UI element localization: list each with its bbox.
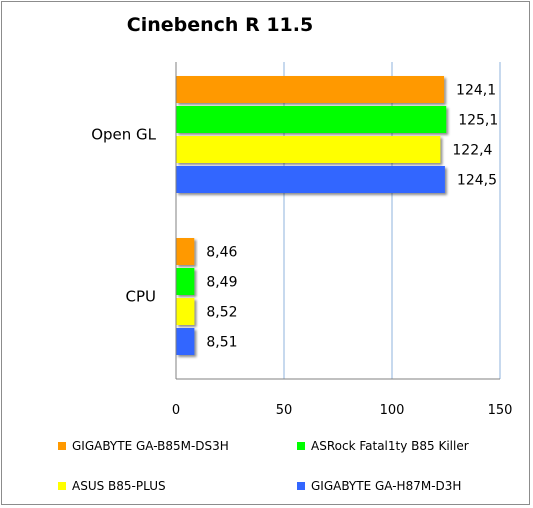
data-label: 8,46 [206, 245, 237, 261]
legend-swatch [58, 482, 66, 490]
legend-label: GIGABYTE GA-B85M-DS3H [72, 439, 229, 453]
legend-swatch [297, 482, 305, 490]
bar [176, 166, 445, 193]
x-tick-label: 50 [276, 403, 293, 418]
bar [176, 268, 195, 295]
data-label: 8,49 [206, 275, 237, 291]
legend-swatch [58, 442, 66, 450]
category-label: Open GL [91, 126, 156, 144]
data-label: 8,52 [206, 305, 237, 321]
x-tick-label: 100 [380, 403, 405, 418]
data-label: 124,5 [457, 173, 497, 189]
data-label: 8,51 [206, 335, 237, 351]
legend-label: ASRock Fatal1ty B85 Killer [311, 439, 469, 453]
bar [176, 328, 195, 355]
bar [176, 106, 447, 133]
data-label: 122,4 [452, 143, 492, 159]
data-label: 125,1 [458, 113, 498, 129]
x-tick-label: 150 [488, 403, 513, 418]
data-label: 124,1 [456, 83, 496, 99]
legend-label: ASUS B85-PLUS [72, 479, 166, 493]
bar [176, 76, 445, 103]
chart-title: Cinebench R 11.5 [126, 14, 314, 36]
legend-swatch [297, 442, 305, 450]
x-tick-label: 0 [172, 403, 180, 418]
legend-label: GIGABYTE GA-H87M-D3H [311, 479, 461, 493]
bar [176, 136, 441, 163]
bar [176, 298, 195, 325]
bar [176, 238, 195, 265]
category-label: CPU [126, 288, 157, 306]
